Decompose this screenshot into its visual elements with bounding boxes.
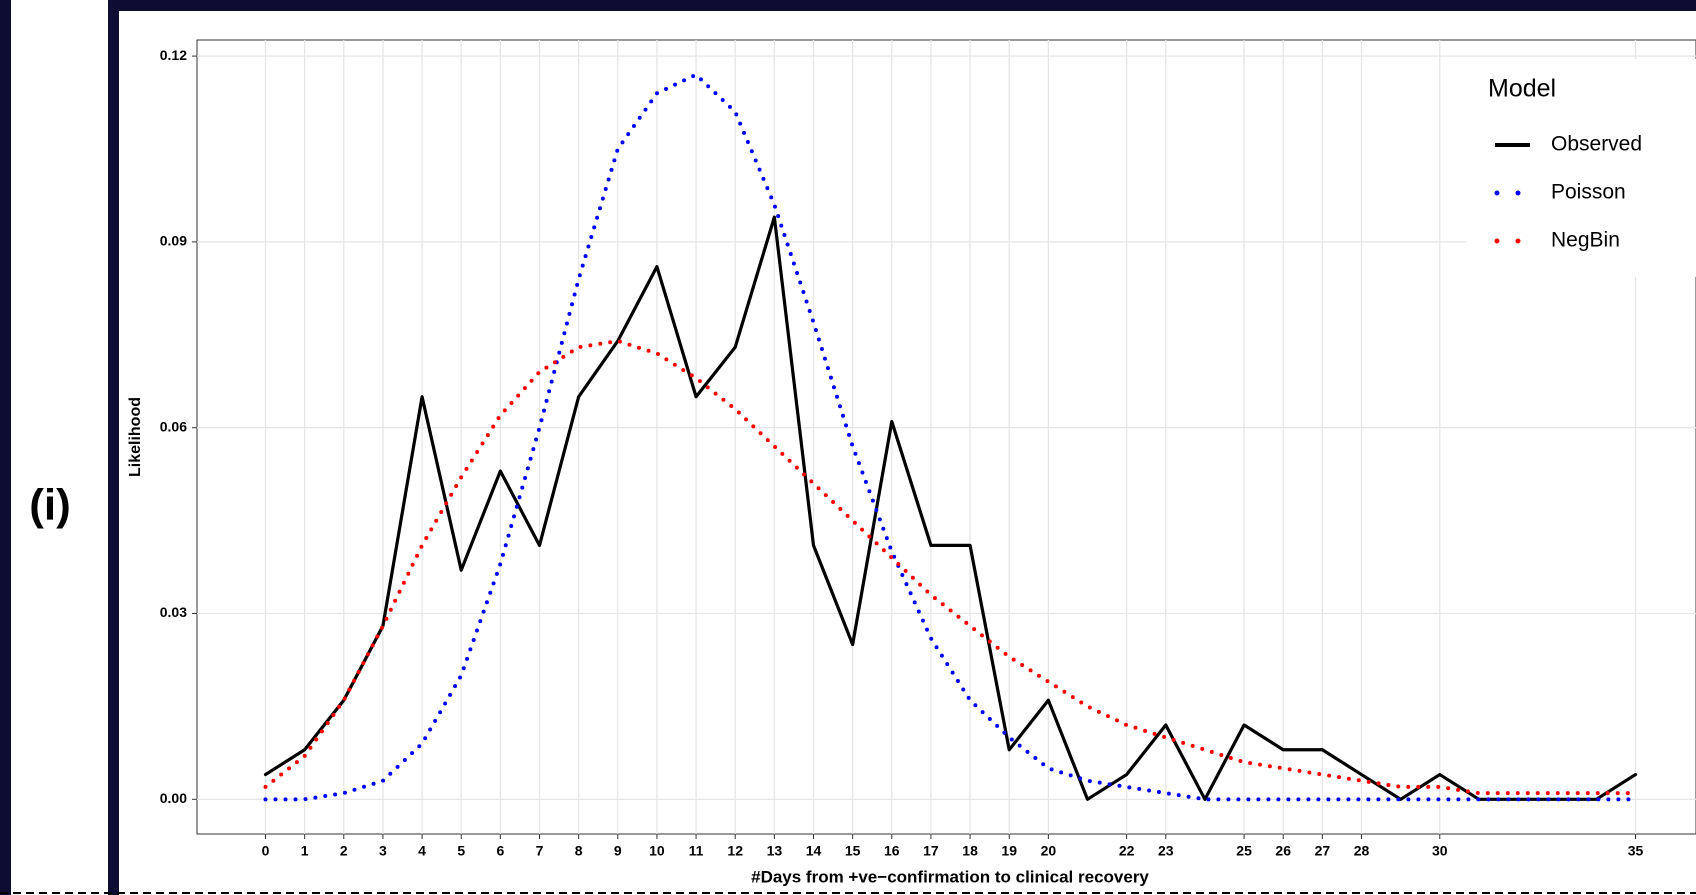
frame (0, 0, 11, 895)
x-tick-label: 0 (262, 843, 270, 859)
x-tick-label: 30 (1432, 843, 1448, 859)
y-tick-label: 0.12 (160, 47, 187, 63)
panel-label: (i) (29, 481, 71, 530)
series-line (263, 215, 1638, 801)
frame (108, 0, 1696, 11)
y-tick-label: 0.06 (160, 418, 187, 434)
x-tick-label: 25 (1236, 843, 1252, 859)
y-axis-label: Likelihood (127, 397, 144, 477)
x-tick-label: 3 (379, 843, 387, 859)
x-tick-label: 27 (1315, 843, 1331, 859)
x-tick-label: 19 (1001, 843, 1017, 859)
x-tick-label: 26 (1275, 843, 1291, 859)
plot-area (196, 39, 1696, 835)
legend-label: Observed (1551, 133, 1642, 156)
y-tick-label: 0.03 (160, 604, 187, 620)
legend-box (1466, 59, 1696, 277)
x-tick-label: 15 (845, 843, 861, 859)
y-tick-label: 0.00 (160, 790, 187, 806)
x-tick-label: 16 (884, 843, 900, 859)
y-tick-label: 0.09 (160, 233, 187, 249)
x-tick-label: 23 (1158, 843, 1174, 859)
x-tick-label: 6 (496, 843, 504, 859)
x-tick-label: 28 (1354, 843, 1370, 859)
legend-title: Model (1488, 75, 1556, 103)
x-tick-label: 1 (301, 843, 309, 859)
x-tick-label: 17 (923, 843, 939, 859)
legend-label: NegBin (1551, 229, 1620, 252)
series-line (263, 339, 1638, 796)
x-tick-label: 22 (1119, 843, 1135, 859)
x-axis-label: #Days from +ve−confirmation to clinical … (751, 867, 1149, 886)
series-line (263, 72, 1638, 802)
x-tick-label: 35 (1628, 843, 1644, 859)
x-tick-label: 7 (536, 843, 544, 859)
x-tick-label: 12 (727, 843, 743, 859)
x-tick-label: 4 (418, 843, 426, 859)
x-tick-label: 13 (767, 843, 783, 859)
x-tick-label: 2 (340, 843, 348, 859)
x-tick-label: 5 (457, 843, 465, 859)
legend: Model Observed Poisson NegBin (1466, 59, 1696, 277)
frame (108, 0, 119, 895)
x-tick-label: 10 (649, 843, 665, 859)
x-tick-label: 20 (1041, 843, 1057, 859)
x-tick-label: 9 (614, 843, 622, 859)
x-tick-label: 18 (962, 843, 978, 859)
x-tick-label: 14 (806, 843, 822, 859)
lines (263, 72, 1638, 802)
legend-label: Poisson (1551, 181, 1626, 204)
x-tick-label: 8 (575, 843, 583, 859)
x-tick-label: 11 (689, 843, 704, 859)
